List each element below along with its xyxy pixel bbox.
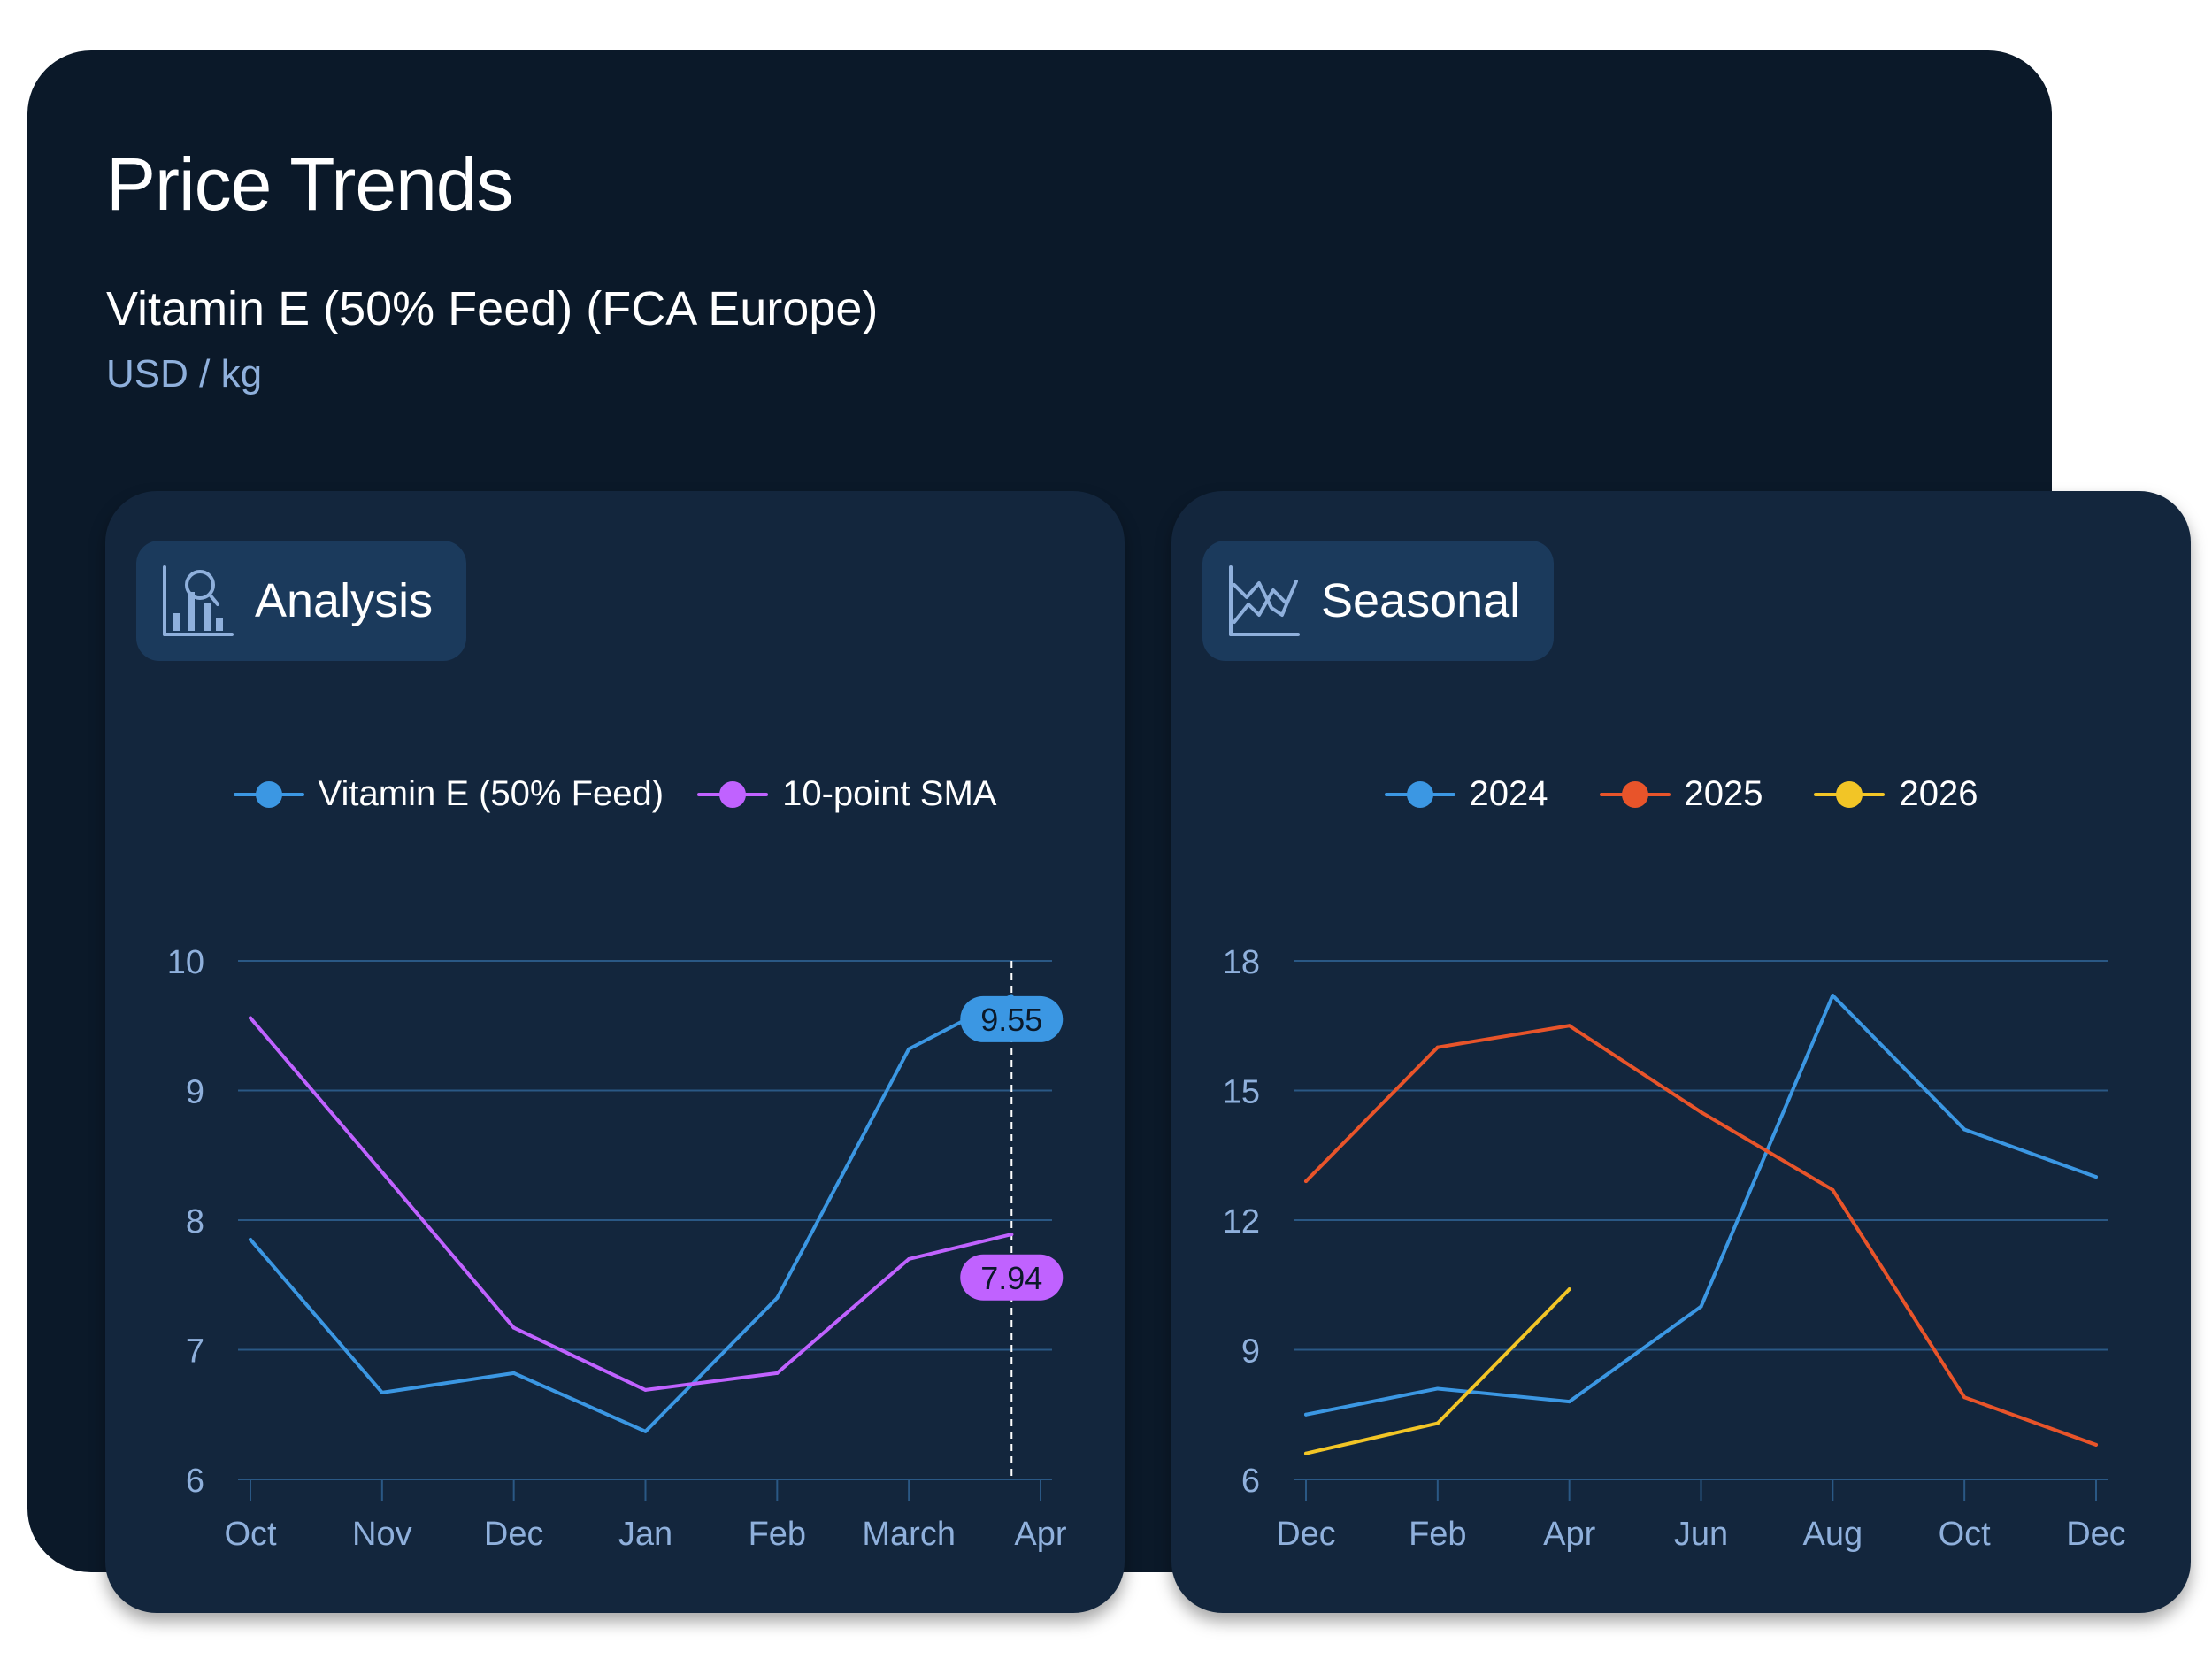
data-point <box>907 1256 911 1261</box>
data-point <box>511 1371 516 1375</box>
data-point <box>380 1170 384 1174</box>
legend-label-2026: 2026 <box>1899 774 1978 813</box>
analysis-panel: 6 7 8 9 10 Oct Nov Dec Jan Feb March Apr 9.55 7.94 An… <box>105 491 1125 1613</box>
data-point <box>2094 1175 2098 1179</box>
data-point <box>1962 1395 1967 1400</box>
seasonal-chart: 6 9 12 15 18 Dec Feb Apr Jun Aug Oct Dec <box>1223 944 2126 1553</box>
legend-item-2024[interactable]: 2024 <box>1384 774 1548 814</box>
seasonal-tab[interactable]: Seasonal <box>1202 541 1555 661</box>
x-tick-label: Dec <box>484 1516 544 1553</box>
legend-marker-2024 <box>1384 780 1455 808</box>
series-line-2025 <box>1304 1024 2098 1447</box>
legend-marker-2025 <box>1599 780 1671 808</box>
data-point <box>775 1371 780 1375</box>
line-chart-icon <box>1229 565 1300 636</box>
y-tick-label: 8 <box>186 1203 204 1240</box>
x-tick-label: Apr <box>1543 1516 1595 1553</box>
data-point <box>1962 1127 1967 1132</box>
seasonal-tab-label: Seasonal <box>1321 574 1521 627</box>
series-line-2026 <box>1304 1287 1571 1455</box>
data-point <box>1567 1024 1571 1028</box>
x-tick-label: Apr <box>1014 1516 1066 1553</box>
x-tick-label: Nov <box>352 1516 412 1553</box>
y-tick-label: 6 <box>186 1463 204 1500</box>
legend-label-vitamin-e: Vitamin E (50% Feed) <box>318 774 664 813</box>
y-tick-label: 10 <box>167 944 204 981</box>
data-point <box>907 1047 911 1051</box>
page-title: Price Trends <box>106 142 514 226</box>
data-point <box>249 1237 252 1241</box>
seasonal-panel: 6 9 12 15 18 Dec Feb Apr Jun Aug Oct Dec Seasonal 2… <box>1171 491 2191 1613</box>
x-tick-label: Aug <box>1803 1516 1863 1553</box>
legend-label-2024: 2024 <box>1469 774 1548 813</box>
series-line-vitamin-e-50-feed- <box>249 994 1014 1433</box>
x-tick-label: Dec <box>1276 1516 1336 1553</box>
legend-item-2026[interactable]: 2026 <box>1814 774 1978 814</box>
data-point <box>1699 1304 1703 1309</box>
x-tick-label: Feb <box>749 1516 806 1553</box>
x-tick-label: Oct <box>224 1516 277 1553</box>
legend-label-2025: 2025 <box>1684 774 1763 813</box>
x-tick-label: Oct <box>1939 1516 1992 1553</box>
analysis-legend: Vitamin E (50% Feed) 10-point SMA <box>105 774 1125 814</box>
data-point <box>2094 1442 2098 1447</box>
data-point <box>511 1325 516 1330</box>
legend-label-sma: 10-point SMA <box>782 774 997 813</box>
data-point <box>1435 1045 1440 1049</box>
bar-chart-magnifier-icon <box>163 565 234 636</box>
analysis-tab-label: Analysis <box>255 574 434 627</box>
data-point <box>1435 1421 1440 1425</box>
y-tick-label: 7 <box>186 1333 204 1371</box>
y-tick-label: 9 <box>186 1074 204 1111</box>
legend-marker-sma <box>697 780 769 808</box>
x-tick-label: Feb <box>1409 1516 1466 1553</box>
legend-marker-vitamin-e <box>233 780 304 808</box>
x-tick-label: March <box>862 1516 956 1553</box>
data-point <box>249 1016 252 1020</box>
product-name: Vitamin E (50% Feed) (FCA Europe) <box>106 282 879 335</box>
x-tick-label: Jan <box>618 1516 672 1553</box>
data-point <box>643 1387 648 1392</box>
data-point <box>1010 1233 1014 1237</box>
unit-label: USD / kg <box>106 352 263 396</box>
y-tick-label: 15 <box>1223 1074 1260 1111</box>
data-point <box>775 1295 780 1300</box>
crosshair-value-badge <box>960 995 1064 1042</box>
y-tick-label: 6 <box>1241 1463 1260 1500</box>
data-point <box>1567 1400 1571 1404</box>
crosshair-value-badge <box>960 1254 1064 1301</box>
data-point <box>1567 1287 1571 1292</box>
data-point <box>1435 1386 1440 1391</box>
seasonal-legend: 2024 2025 2026 <box>1171 774 2191 814</box>
data-point <box>1831 994 1835 998</box>
analysis-chart: 6 7 8 9 10 Oct Nov Dec Jan Feb March Apr 9.55 7.94 <box>167 944 1067 1553</box>
data-point <box>380 1390 384 1394</box>
data-point <box>1699 1110 1703 1114</box>
y-tick-label: 12 <box>1223 1203 1260 1240</box>
analysis-tab[interactable]: Analysis <box>136 541 467 661</box>
crosshair-value-label: 7.94 <box>980 1260 1042 1296</box>
data-point <box>1831 1187 1835 1192</box>
x-tick-label: Dec <box>2066 1516 2126 1553</box>
data-point <box>1304 1451 1308 1455</box>
data-point <box>1304 1412 1308 1417</box>
y-tick-label: 9 <box>1241 1333 1260 1371</box>
legend-item-sma[interactable]: 10-point SMA <box>697 774 996 814</box>
data-point <box>1304 1179 1308 1184</box>
x-tick-label: Jun <box>1674 1516 1728 1553</box>
legend-item-2025[interactable]: 2025 <box>1599 774 1763 814</box>
legend-marker-2026 <box>1814 780 1886 808</box>
y-tick-label: 18 <box>1223 944 1260 981</box>
legend-item-vitamin-e[interactable]: Vitamin E (50% Feed) <box>233 774 664 814</box>
data-point <box>643 1429 648 1433</box>
crosshair-value-label: 9.55 <box>980 1002 1042 1038</box>
